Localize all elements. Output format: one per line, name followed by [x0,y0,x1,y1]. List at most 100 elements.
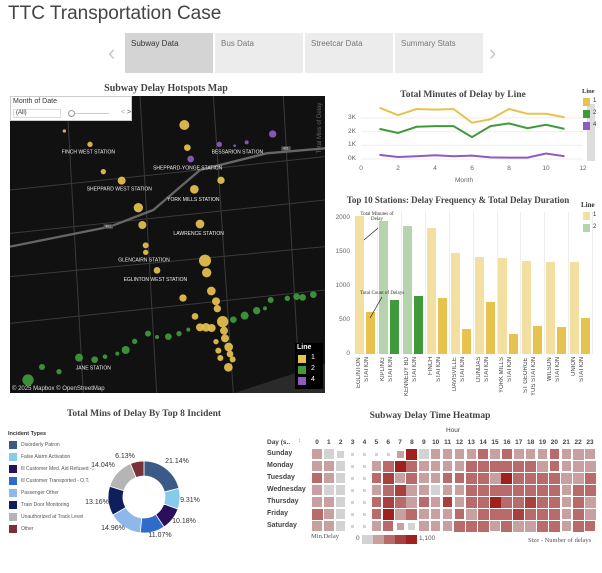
heatmap-cell[interactable] [430,497,441,507]
station-dot-line-1[interactable] [62,129,66,133]
heatmap-cell[interactable] [549,449,560,459]
heatmap-cell[interactable] [371,485,382,495]
incident-legend-item[interactable]: Disorderly Patron [9,441,104,450]
bar-total-count[interactable] [461,328,471,354]
station-dot-line-1[interactable] [117,176,126,185]
heatmap-cell[interactable] [312,473,322,483]
heatmap-cell[interactable] [513,484,525,496]
station-dot-line-2[interactable] [176,331,182,337]
bar-total-minutes[interactable] [402,226,412,354]
heatmap-cell[interactable] [442,521,453,531]
heatmap-cell[interactable] [406,472,418,484]
incident-legend-item[interactable]: Passenger Other [9,489,104,498]
station-dot-line-1[interactable] [199,254,211,267]
month-filter-value[interactable]: (All) [13,109,61,118]
heatmap-cell[interactable] [501,472,513,484]
heatmap-cell[interactable] [362,500,366,504]
bar-total-count[interactable] [366,311,375,354]
heatmap-cell[interactable] [584,508,596,520]
station-dot-line-2[interactable] [75,353,83,362]
heatmap-cell[interactable] [312,449,322,459]
map-legend-item-4[interactable]: 4 [298,376,322,386]
heatmap-cell[interactable] [537,460,549,472]
heatmap-cell[interactable] [371,461,382,471]
heatmap-cell[interactable] [374,452,378,456]
station-dot-line-2[interactable] [132,338,138,344]
bar-total-minutes[interactable] [450,252,460,354]
heatmap-cell[interactable] [572,496,584,508]
heatmap-cell[interactable] [430,473,441,483]
heatmap-cell[interactable] [442,497,453,507]
heatmap-cell[interactable] [351,512,355,516]
heatmap-cell[interactable] [501,520,513,532]
heatmap-cell[interactable] [311,508,323,520]
station-dot-line-1[interactable] [217,176,225,184]
heatmap-cell[interactable] [502,449,512,459]
heatmap-cell[interactable] [490,521,500,531]
bar-total-minutes[interactable] [546,261,556,354]
heatmap-cell[interactable] [386,452,390,456]
heatmap-cell[interactable] [371,521,382,531]
heatmap-cell[interactable] [335,461,346,471]
heatmap-cell[interactable] [430,521,441,531]
heatmap-cell[interactable] [382,496,394,508]
heatmap-cell[interactable] [537,520,549,532]
station-dot-line-4[interactable] [269,130,277,138]
heatmap-cell[interactable] [335,485,346,495]
heatmap-cell[interactable] [408,522,416,530]
incident-legend-item[interactable]: False Alarm Activation [9,453,104,462]
heatmap-cell[interactable] [324,521,334,531]
heatmap-cell[interactable] [572,460,584,472]
heatmap-cell[interactable] [371,509,382,519]
bar-total-minutes[interactable] [474,256,484,354]
month-prev-button[interactable]: < [121,109,126,116]
month-slider-handle[interactable] [68,110,75,117]
heatmap-cell[interactable] [351,488,355,492]
station-dot-line-1[interactable] [133,203,143,213]
heatmap-cell[interactable] [585,521,595,531]
heatmap-cell[interactable] [489,460,501,472]
heatmap-cell[interactable] [572,472,584,484]
station-dot-line-1[interactable] [202,268,212,278]
map-attribution[interactable]: © 2025 Mapbox © OpenStreetMap [12,386,105,392]
heatmap-cell[interactable] [537,472,549,484]
heatmap-cell[interactable] [489,508,501,520]
station-dot-line-1[interactable] [195,219,205,229]
heatmap-cell[interactable] [549,461,560,471]
station-dot-line-2[interactable] [22,374,34,386]
heatmap-cell[interactable] [395,473,405,483]
bar-total-count[interactable] [581,317,591,354]
tab-subway-data[interactable]: Subway Data [125,33,213,73]
heatmap-cell[interactable] [477,496,489,508]
heatmap-cell[interactable] [548,508,560,520]
heatmap-cell[interactable] [335,509,346,519]
heatmap-cell[interactable] [525,520,537,532]
heatmap-cell[interactable] [490,449,500,459]
heatmap-cell[interactable] [454,485,465,495]
heatmap-cell[interactable] [312,521,322,531]
bar-total-count[interactable] [485,302,495,354]
heatmap-cell[interactable] [513,508,525,520]
heatmap-cell[interactable] [525,460,537,472]
bar-total-minutes[interactable] [355,215,364,354]
heatmap-cell[interactable] [525,508,537,520]
heatmap-cell[interactable] [478,449,488,459]
station-dot-line-1[interactable] [153,267,161,274]
heatmap-cell[interactable] [351,452,355,456]
heatmap-cell[interactable] [548,520,560,532]
month-next-button[interactable]: > [127,109,132,116]
station-dot-line-2[interactable] [115,351,120,356]
heatmap-cell[interactable] [477,484,489,496]
heatmap-cell[interactable] [382,484,394,496]
heatmap-cell[interactable] [335,473,346,483]
station-dot-line-1[interactable] [212,297,220,306]
heatmap-cell[interactable] [454,461,465,471]
heatmap-cell[interactable] [537,508,549,520]
heatmap-cell[interactable] [362,524,366,528]
heatmap-cell[interactable] [337,450,345,458]
heatmap-cell[interactable] [560,472,572,484]
heatmap-cell[interactable] [362,488,366,492]
station-dot-line-1[interactable] [142,242,149,249]
station-dot-line-1[interactable] [143,249,149,255]
subway-hotspots-map[interactable]: FINCH WEST STATION BESSARION STATION SHEPP… [10,96,325,393]
